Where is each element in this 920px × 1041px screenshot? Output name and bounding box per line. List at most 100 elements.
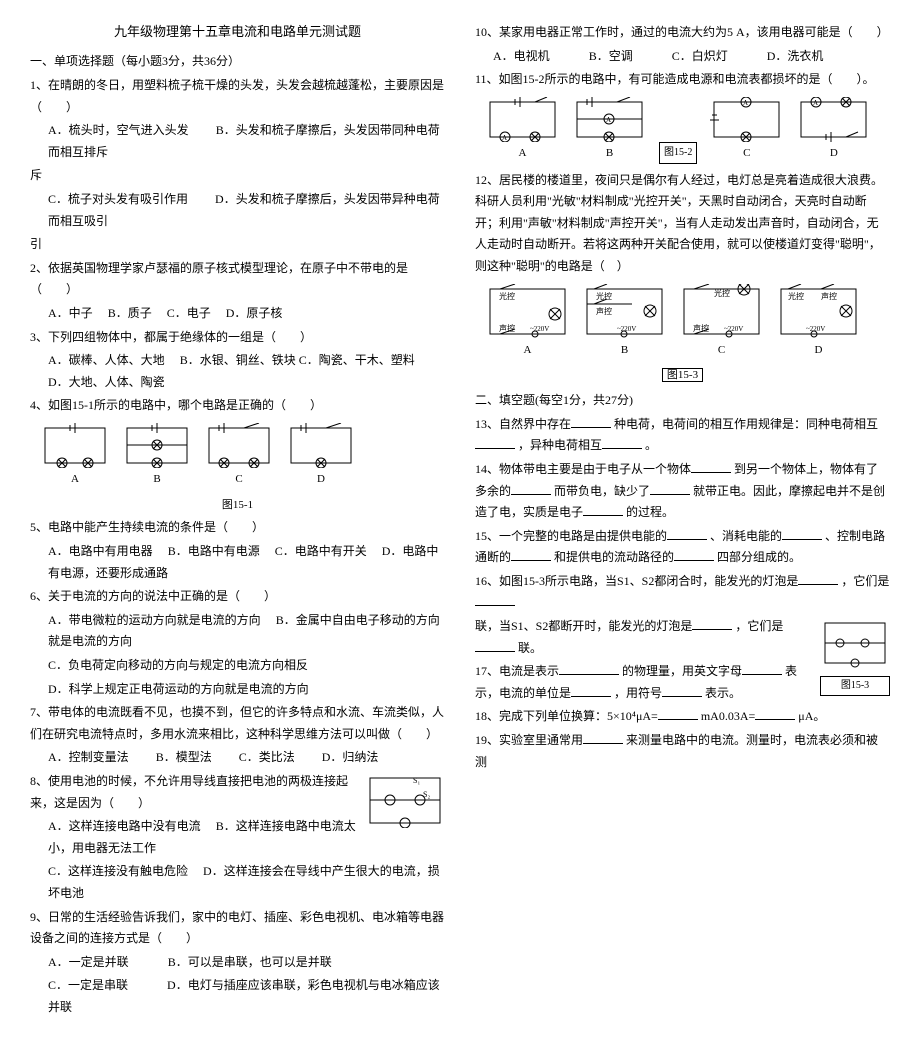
q19: 19、实验室里通常用 来测量电路中的电流。测量时，电流表必须和被测 xyxy=(475,730,890,773)
q3a: A．碳棒、人体、大地 xyxy=(48,353,165,367)
fig15-1-d: D xyxy=(286,423,356,490)
q10b: B．空调 xyxy=(589,49,633,63)
q3d: D．大地、人体、陶瓷 xyxy=(48,375,165,389)
q1: 1、在晴朗的冬日，用塑料梳子梳干燥的头发，头发会越梳越蓬松，主要原因是（ ） xyxy=(30,75,445,118)
circuit-2c-icon: A xyxy=(709,97,784,142)
q4: 4、如图15-1所示的电路中，哪个电路是正确的（ ） xyxy=(30,395,445,417)
section1-head: 一、单项选择题（每小题3分，共36分） xyxy=(30,51,445,73)
circuit-a-icon xyxy=(40,423,110,468)
q1a: A．梳头时，空气进入头发 xyxy=(48,123,189,137)
svg-text:A: A xyxy=(813,99,818,107)
circuit-2a-icon: A xyxy=(485,97,560,142)
q2: 2、依据英国物理学家卢瑟福的原子核式模型理论，在原子中不带电的是 （ ） xyxy=(30,258,445,301)
svg-text:A: A xyxy=(606,116,611,124)
fig15-3-row: 光控 声控 ~220V A 光控 声控 ~220V xyxy=(475,284,890,361)
svg-text:声控: 声控 xyxy=(499,323,515,333)
circuit-3a-icon: 光控 声控 ~220V xyxy=(485,284,570,339)
circuit-b-icon xyxy=(122,423,192,468)
svg-text:声控: 声控 xyxy=(821,291,837,301)
svg-text:S₂: S₂ xyxy=(423,790,430,799)
q7b: B．模型法 xyxy=(156,750,212,764)
fig15-1-c: C xyxy=(204,423,274,490)
q3b: B．水银、铜丝、铁块 xyxy=(180,353,296,367)
circuit-3c-icon: 光控 声控 ~220V xyxy=(679,284,764,339)
q8c: C．这样连接没有触电危险 xyxy=(48,864,188,878)
q5-opts: A．电路中有用电器 B．电路中有电源 C．电路中有开关 D．电路中有电源，还要形… xyxy=(30,541,445,584)
fig15-1-row: A B xyxy=(30,423,445,490)
q6d: D．科学上规定正电荷运动的方向就是电流的方向 xyxy=(30,679,445,701)
fig15-3-d: 光控 声控 ~220V D xyxy=(776,284,861,361)
svg-text:S₁: S₁ xyxy=(413,776,420,785)
fig15-3-b: 光控 声控 ~220V B xyxy=(582,284,667,361)
q5b: B．电路中有电源 xyxy=(168,544,260,558)
fig15-2-b: A B xyxy=(572,97,647,164)
q5: 5、电路中能产生持续电流的条件是（ ） xyxy=(30,517,445,539)
q14: 14、物体带电主要是由于电子从一个物体 到另一个物体上，物体有了多余的 而带负电… xyxy=(475,459,890,524)
q1-opts-line2a: 斥 xyxy=(30,165,445,187)
q3: 3、下列四组物体中，都属于绝缘体的一组是（ ） xyxy=(30,327,445,349)
q7d: D．归纳法 xyxy=(322,750,379,764)
svg-text:光控: 光控 xyxy=(596,291,612,301)
fig15-3-caption: 图15-3 xyxy=(662,368,703,382)
q9c: C．一定是串联 xyxy=(48,978,128,992)
q13: 13、自然界中存在 种电荷，电荷间的相互作用规律是：同种电荷相互 ，异种电荷相互… xyxy=(475,414,890,457)
fig15-3-a: 光控 声控 ~220V A xyxy=(485,284,570,361)
q1-opts-line3: 引 xyxy=(30,234,445,256)
q12: 12、居民楼的楼道里，夜间只是偶尔有人经过，电灯总是亮着造成很大浪费。科研人员利… xyxy=(475,170,890,278)
q7a: A．控制变量法 xyxy=(48,750,129,764)
lbl2-a: A xyxy=(485,144,560,164)
svg-text:A: A xyxy=(743,99,748,107)
q2b: B．质子 xyxy=(108,306,152,320)
q1c: C．梳子对头发有吸引作用 xyxy=(48,192,188,206)
circuit-q8-icon: S₁ S₂ xyxy=(365,773,445,828)
q10d: D．洗衣机 xyxy=(767,49,824,63)
circuit-2b-icon: A xyxy=(572,97,647,142)
q9b: B．可以是串联，也可以是并联 xyxy=(168,955,332,969)
fig15-1-caption: 图15-1 xyxy=(30,496,445,516)
svg-text:光控: 光控 xyxy=(788,291,804,301)
fig-q8: S₁ S₂ xyxy=(365,773,445,836)
q7-opts: A．控制变量法 B．模型法 C．类比法 D．归纳法 xyxy=(30,747,445,769)
fig15-1-a: A xyxy=(40,423,110,490)
lbl-d: D xyxy=(286,470,356,490)
circuit-2d-icon: A xyxy=(796,97,871,142)
fig15-2-row: A A A B xyxy=(475,97,890,164)
lbl3-d: D xyxy=(776,341,861,361)
q9ab: A．一定是并联 B．可以是串联，也可以是并联 xyxy=(30,952,445,974)
fig15-2-cap: 图15-2 xyxy=(659,142,697,164)
q3c: C．陶瓷、干木、塑料 xyxy=(299,353,415,367)
lbl2-d: D xyxy=(796,144,871,164)
q3-opts: A．碳棒、人体、大地 B．水银、铜丝、铁块 C．陶瓷、干木、塑料 D．大地、人体… xyxy=(30,350,445,393)
q10c: C．白炽灯 xyxy=(672,49,728,63)
q10: 10、某家用电器正常工作时，通过的电流大约为5 A，该用电器可能是（ ） xyxy=(475,22,890,44)
fig15-3b-caption: 图15-3 xyxy=(820,676,890,696)
fig15-3b-icon xyxy=(820,618,890,668)
doc-title: 九年级物理第十五章电流和电路单元测试题 xyxy=(30,20,445,43)
q2d: D．原子核 xyxy=(226,306,283,320)
q18: 18、完成下列单位换算：5×10⁴μA= mA0.03A= μA。 xyxy=(475,706,890,728)
lbl-a: A xyxy=(40,470,110,490)
section2-head: 二、填空题(每空1分，共27分) xyxy=(475,390,890,412)
lbl3-b: B xyxy=(582,341,667,361)
q11: 11、如图15-2所示的电路中，有可能造成电源和电流表都损坏的是（ ）。 xyxy=(475,69,890,91)
q9cd: C．一定是串联 D．电灯与插座应该串联，彩色电视机与电冰箱应该并联 xyxy=(30,975,445,1018)
circuit-c-icon xyxy=(204,423,274,468)
circuit-3d-icon: 光控 声控 ~220V xyxy=(776,284,861,339)
q6ab: A．带电微粒的运动方向就是电流的方向 B．金属中自由电子移动的方向就是电流的方向 xyxy=(30,610,445,653)
q2-opts: A．中子 B．质子 C．电子 D．原子核 xyxy=(30,303,445,325)
svg-text:声控: 声控 xyxy=(596,306,612,316)
circuit-d-icon xyxy=(286,423,356,468)
q2a: A．中子 xyxy=(48,306,93,320)
q7c: C．类比法 xyxy=(239,750,295,764)
lbl3-c: C xyxy=(679,341,764,361)
q8cd: C．这样连接没有触电危险 D．这样连接会在导线中产生很大的电流，损坏电池 xyxy=(30,861,445,904)
q9: 9、日常的生活经验告诉我们，家中的电灯、插座、彩色电视机、电冰箱等电器设备之间的… xyxy=(30,907,445,950)
circuit-3b-icon: 光控 声控 ~220V xyxy=(582,284,667,339)
q7: 7、带电体的电流既看不见，也摸不到，但它的许多特点和水流、车流类似，人们在研究电… xyxy=(30,702,445,745)
lbl2-b: B xyxy=(572,144,647,164)
q8a: A．这样连接电路中没有电流 xyxy=(48,819,201,833)
q1-opts-line2: C．梳子对头发有吸引作用 D．头发和梳子摩擦后，头发因带异种电荷而相互吸引 xyxy=(30,189,445,232)
lbl3-a: A xyxy=(485,341,570,361)
fig15-2-a: A A xyxy=(485,97,560,164)
q10a: A．电视机 xyxy=(493,49,550,63)
